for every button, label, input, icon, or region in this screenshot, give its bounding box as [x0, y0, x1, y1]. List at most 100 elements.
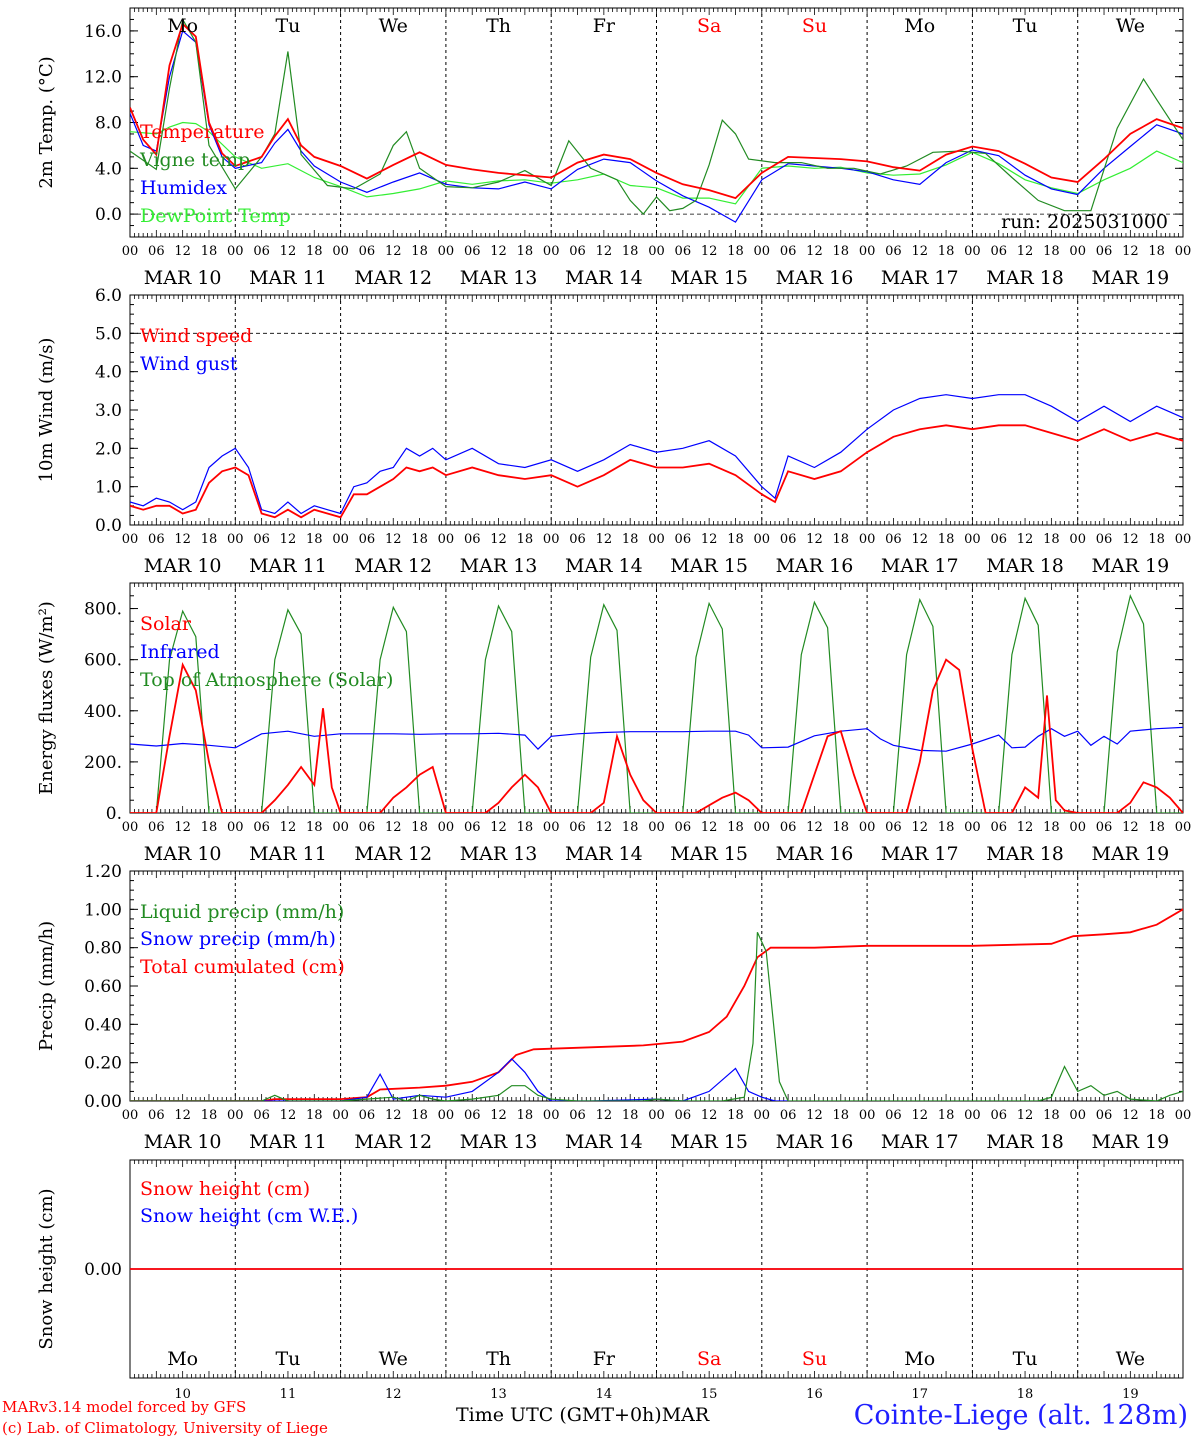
hour-tick-label: 06 [1096, 244, 1113, 259]
date-label: MAR 11 [249, 843, 327, 865]
hour-tick-label: 12 [174, 1108, 191, 1123]
hour-tick-label: 18 [938, 532, 955, 547]
hour-tick-label: 06 [464, 1108, 481, 1123]
day-number-label: 19 [1122, 1387, 1139, 1402]
hour-tick-label: 00 [1069, 1108, 1086, 1123]
hour-tick-label: 00 [859, 820, 876, 835]
y-tick-label: 0.00 [84, 1260, 122, 1280]
hour-tick-label: 00 [543, 820, 560, 835]
legend-entry: Wind speed [140, 325, 252, 347]
panel-4 [129, 870, 1184, 1102]
hour-tick-label: 18 [622, 532, 639, 547]
y-tick-label: 8.0 [95, 114, 122, 134]
hour-tick-label: 00 [543, 244, 560, 259]
date-label: MAR 12 [354, 843, 432, 865]
copyright-credit: (c) Lab. of Climatology, University of L… [2, 1419, 328, 1437]
hour-tick-label: 18 [833, 532, 850, 547]
legend-entry: Humidex [140, 177, 227, 199]
hour-tick-label: 18 [1043, 244, 1060, 259]
y-tick-label: 0. [106, 804, 122, 824]
hour-tick-label: 18 [938, 1108, 955, 1123]
hour-tick-label: 12 [806, 820, 823, 835]
weekday-label: Tu [1013, 1348, 1038, 1370]
date-label: MAR 13 [460, 1131, 538, 1153]
y-tick-label: 0.00 [84, 1092, 122, 1112]
weekday-label: We [379, 15, 408, 37]
hour-tick-label: 06 [148, 1108, 165, 1123]
hour-tick-label: 18 [411, 532, 428, 547]
y-tick-label: 200. [84, 753, 122, 773]
legend-entry: Snow precip (mm/h) [140, 928, 336, 950]
day-number-label: 12 [385, 1387, 402, 1402]
hour-tick-label: 18 [411, 820, 428, 835]
hour-tick-label: 00 [332, 244, 349, 259]
y-tick-label: 0.20 [84, 1054, 122, 1074]
hour-tick-label: 12 [385, 244, 402, 259]
hour-tick-label: 06 [253, 1108, 270, 1123]
date-label: MAR 15 [670, 555, 748, 577]
hour-tick-label: 12 [911, 244, 928, 259]
hour-tick-label: 18 [727, 244, 744, 259]
y-axis-label: 10m Wind (m/s) [36, 338, 57, 483]
hour-tick-label: 12 [1017, 820, 1034, 835]
hour-tick-label: 06 [464, 532, 481, 547]
y-tick-label: 3.0 [95, 401, 122, 421]
hour-tick-label: 06 [780, 1108, 797, 1123]
hour-tick-label: 18 [833, 820, 850, 835]
series-line [130, 932, 1183, 1101]
hour-tick-label: 18 [622, 244, 639, 259]
hour-tick-label: 18 [1043, 820, 1060, 835]
hour-tick-label: 06 [359, 244, 376, 259]
date-label: MAR 14 [565, 555, 643, 577]
legend-entry: Wind gust [140, 353, 238, 375]
hour-tick-label: 06 [1096, 1108, 1113, 1123]
day-number-label: 18 [1017, 1387, 1034, 1402]
y-tick-label: 800. [84, 600, 122, 620]
hour-tick-label: 00 [648, 820, 665, 835]
hour-tick-label: 12 [806, 244, 823, 259]
hour-tick-label: 12 [596, 820, 613, 835]
hour-tick-label: 12 [490, 1108, 507, 1123]
y-axis-label: Energy fluxes (W/m²) [36, 601, 57, 795]
hour-tick-label: 12 [490, 244, 507, 259]
legend-entry: Temperature [140, 121, 264, 143]
y-axis-label: Snow height (cm) [36, 1188, 57, 1349]
hour-tick-label: 12 [701, 820, 718, 835]
date-label: MAR 13 [460, 267, 538, 289]
hour-tick-label: 06 [253, 244, 270, 259]
weekday-label: We [1116, 1348, 1145, 1370]
hour-tick-label: 06 [675, 532, 692, 547]
hour-tick-label: 18 [201, 1108, 218, 1123]
date-label: MAR 10 [144, 555, 222, 577]
hour-tick-label: 18 [201, 244, 218, 259]
hour-tick-label: 18 [517, 244, 534, 259]
legend-entry: Total cumulated (cm) [140, 956, 345, 978]
hour-tick-label: 12 [174, 820, 191, 835]
panel-2 [129, 294, 1184, 526]
y-tick-label: 6.0 [95, 286, 122, 306]
hour-tick-label: 06 [148, 532, 165, 547]
hour-tick-label: 12 [596, 244, 613, 259]
date-label: MAR 12 [354, 1131, 432, 1153]
time-axis-month: MAR [661, 1404, 710, 1426]
hour-tick-label: 06 [253, 532, 270, 547]
hour-tick-label: 12 [1017, 1108, 1034, 1123]
hour-tick-label: 00 [648, 244, 665, 259]
hour-tick-label: 18 [833, 1108, 850, 1123]
panel-5 [129, 1159, 1184, 1379]
hour-tick-label: 06 [780, 532, 797, 547]
date-label: MAR 12 [354, 555, 432, 577]
hour-tick-label: 00 [122, 532, 139, 547]
hour-tick-label: 12 [596, 1108, 613, 1123]
hour-tick-label: 18 [201, 820, 218, 835]
hour-tick-label: 18 [622, 820, 639, 835]
weekday-label: Th [486, 1348, 511, 1370]
hour-tick-label: 00 [227, 1108, 244, 1123]
hour-tick-label: 12 [701, 532, 718, 547]
date-label: MAR 19 [1091, 843, 1169, 865]
hour-tick-label: 18 [833, 244, 850, 259]
hour-tick-label: 06 [569, 244, 586, 259]
hour-tick-label: 18 [1148, 1108, 1165, 1123]
hour-tick-label: 06 [675, 820, 692, 835]
hour-tick-label: 12 [596, 532, 613, 547]
